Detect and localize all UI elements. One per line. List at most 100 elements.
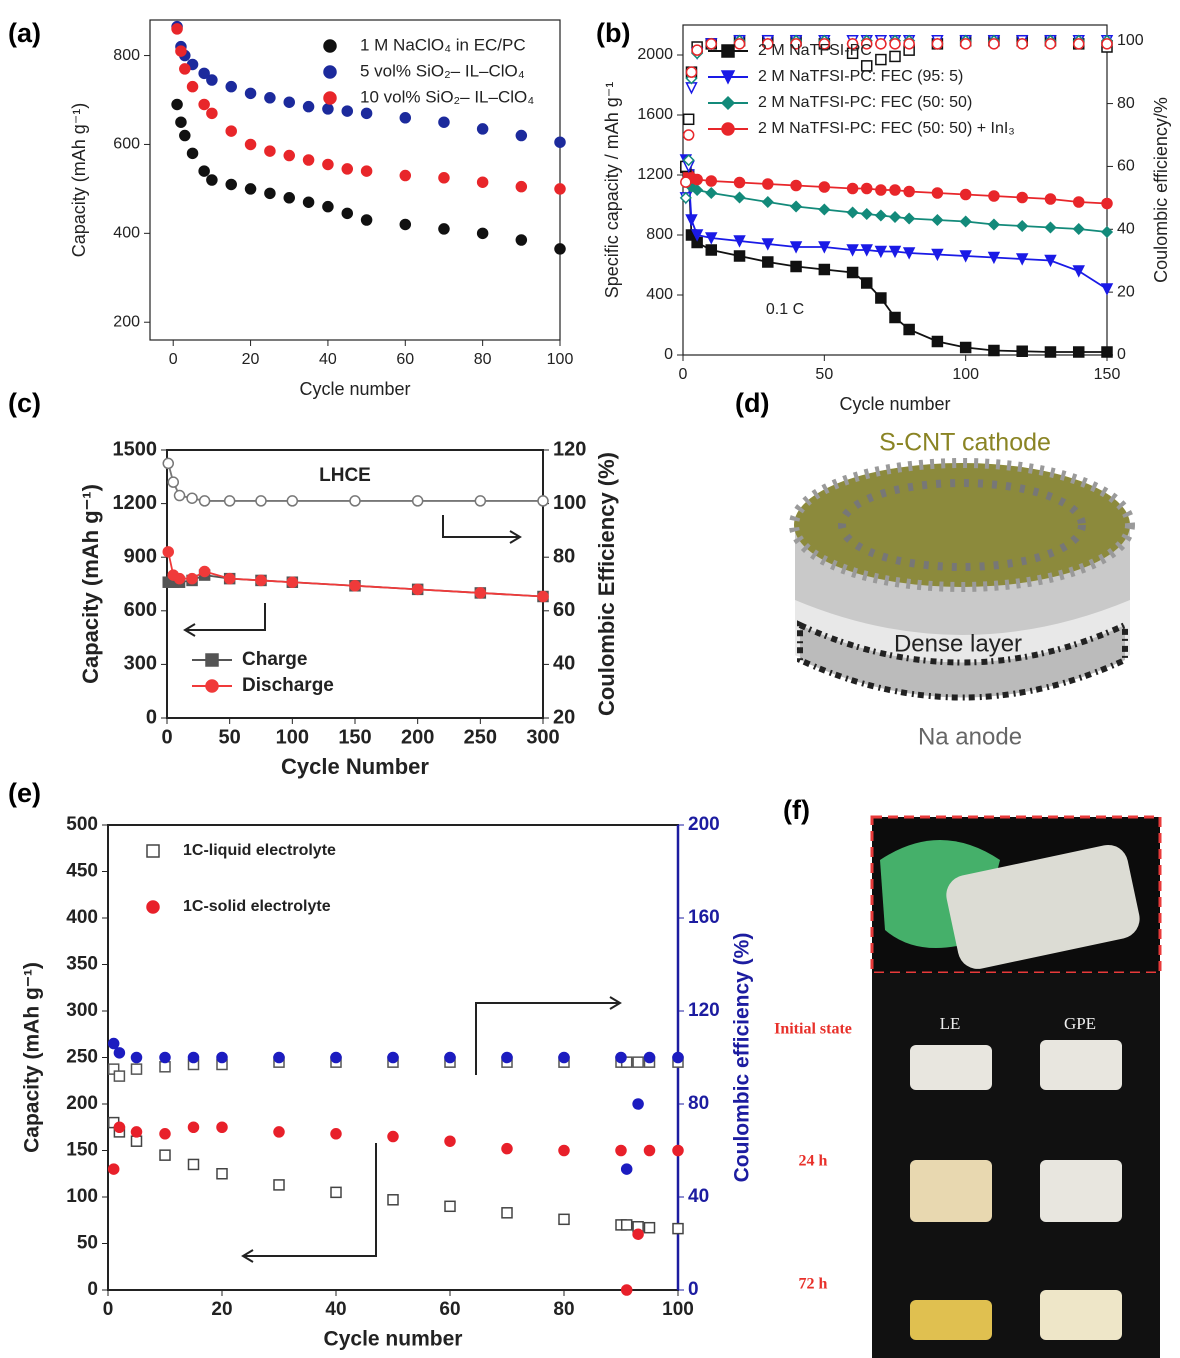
legend-label: 5 vol% SiO₂– IL–ClO₄ bbox=[360, 61, 525, 80]
marker bbox=[225, 178, 237, 191]
marker bbox=[987, 251, 1001, 265]
chart: 0 50 100 150 200 250 300 0 300 600 900 1200 1500 20 40… bbox=[78, 438, 619, 779]
marker bbox=[474, 495, 487, 507]
x-axis-label: Cycle number bbox=[299, 379, 410, 399]
marker bbox=[476, 176, 489, 188]
marker bbox=[761, 195, 774, 209]
y-tick-label: 500 bbox=[66, 814, 98, 835]
marker bbox=[130, 1126, 143, 1138]
marker bbox=[672, 1222, 684, 1235]
legend-marker bbox=[146, 844, 160, 858]
legend-marker bbox=[721, 122, 735, 136]
legend-label: 2 M NaTFSI-PC: FEC (50: 50) + InI₃ bbox=[758, 120, 1015, 137]
marker bbox=[198, 565, 211, 578]
marker bbox=[860, 277, 873, 289]
cathode-texture bbox=[838, 479, 1086, 571]
marker bbox=[244, 183, 257, 195]
y2-axis-label: Coulombic efficiency (%) bbox=[731, 933, 754, 1183]
legend-label: 1C-solid electrolyte bbox=[183, 898, 331, 915]
y-tick-label: 0 bbox=[664, 346, 673, 363]
marker bbox=[690, 229, 704, 242]
legend-marker bbox=[323, 65, 337, 79]
y-tick-label: 800 bbox=[113, 47, 140, 64]
x-tick-label: 150 bbox=[338, 726, 371, 748]
marker bbox=[874, 209, 887, 222]
marker bbox=[685, 214, 698, 227]
marker bbox=[444, 1135, 456, 1147]
marker bbox=[818, 241, 831, 254]
marker bbox=[216, 1051, 228, 1064]
y-tick-label: 200 bbox=[113, 313, 140, 330]
y-tick-label: 150 bbox=[66, 1140, 98, 1161]
marker bbox=[643, 1221, 656, 1234]
marker bbox=[1101, 197, 1113, 210]
legend-marker bbox=[146, 900, 160, 914]
y2-tick-label: 40 bbox=[688, 1186, 709, 1207]
marker bbox=[216, 1121, 228, 1133]
marker bbox=[860, 182, 873, 195]
x-tick-label: 100 bbox=[952, 366, 979, 383]
marker bbox=[875, 184, 887, 196]
marker bbox=[818, 203, 831, 216]
marker bbox=[438, 223, 450, 235]
legend-label: Discharge bbox=[242, 675, 334, 696]
y-axis-label: Capacity (mAh g⁻¹) bbox=[78, 484, 103, 684]
marker bbox=[691, 173, 703, 186]
x-tick-label: 40 bbox=[319, 351, 337, 368]
marker bbox=[360, 165, 373, 177]
marker bbox=[860, 38, 873, 50]
marker bbox=[931, 187, 944, 199]
marker bbox=[399, 169, 412, 182]
marker bbox=[387, 1194, 399, 1206]
marker bbox=[902, 247, 916, 260]
legend-marker bbox=[205, 653, 219, 667]
x-axis-label: Cycle number bbox=[324, 1328, 463, 1351]
y-tick-label: 2000 bbox=[637, 46, 673, 63]
marker bbox=[1072, 38, 1085, 50]
y-tick-label: 450 bbox=[66, 861, 98, 882]
x-tick-label: 60 bbox=[439, 1299, 460, 1320]
marker bbox=[360, 214, 373, 226]
marker bbox=[223, 572, 236, 585]
marker bbox=[159, 1051, 171, 1064]
y-tick-label: 400 bbox=[66, 907, 98, 928]
y-tick-label: 1500 bbox=[113, 438, 158, 460]
arrow bbox=[442, 515, 522, 544]
x-tick-label: 0 bbox=[103, 1299, 114, 1320]
marker bbox=[790, 179, 802, 192]
marker bbox=[615, 1051, 627, 1064]
marker bbox=[691, 183, 704, 197]
marker bbox=[273, 1126, 285, 1138]
marker bbox=[1044, 38, 1057, 50]
marker bbox=[682, 113, 695, 126]
marker bbox=[159, 1061, 171, 1073]
marker bbox=[198, 165, 210, 177]
marker bbox=[846, 206, 859, 219]
marker bbox=[537, 495, 549, 507]
marker bbox=[632, 1098, 644, 1110]
y2-tick-label: 0 bbox=[688, 1279, 699, 1300]
marker bbox=[733, 38, 746, 50]
marker bbox=[679, 191, 692, 204]
marker bbox=[1072, 265, 1085, 278]
marker bbox=[515, 180, 528, 193]
panel-label: (c) bbox=[8, 388, 41, 418]
marker bbox=[1100, 283, 1114, 296]
marker bbox=[1016, 38, 1028, 50]
marker bbox=[1101, 38, 1113, 50]
marker bbox=[162, 546, 175, 558]
marker bbox=[107, 1037, 120, 1050]
marker bbox=[273, 1051, 285, 1064]
marker bbox=[255, 495, 267, 507]
y2-tick-label: 60 bbox=[553, 599, 575, 621]
marker bbox=[322, 200, 334, 213]
marker bbox=[1072, 346, 1085, 358]
marker bbox=[474, 587, 487, 599]
marker bbox=[206, 74, 218, 86]
marker bbox=[903, 323, 915, 336]
annotation: 0.1 C bbox=[766, 301, 804, 318]
marker bbox=[987, 218, 1000, 231]
marker bbox=[206, 107, 218, 120]
legend-marker bbox=[720, 95, 736, 111]
marker bbox=[330, 1128, 342, 1140]
